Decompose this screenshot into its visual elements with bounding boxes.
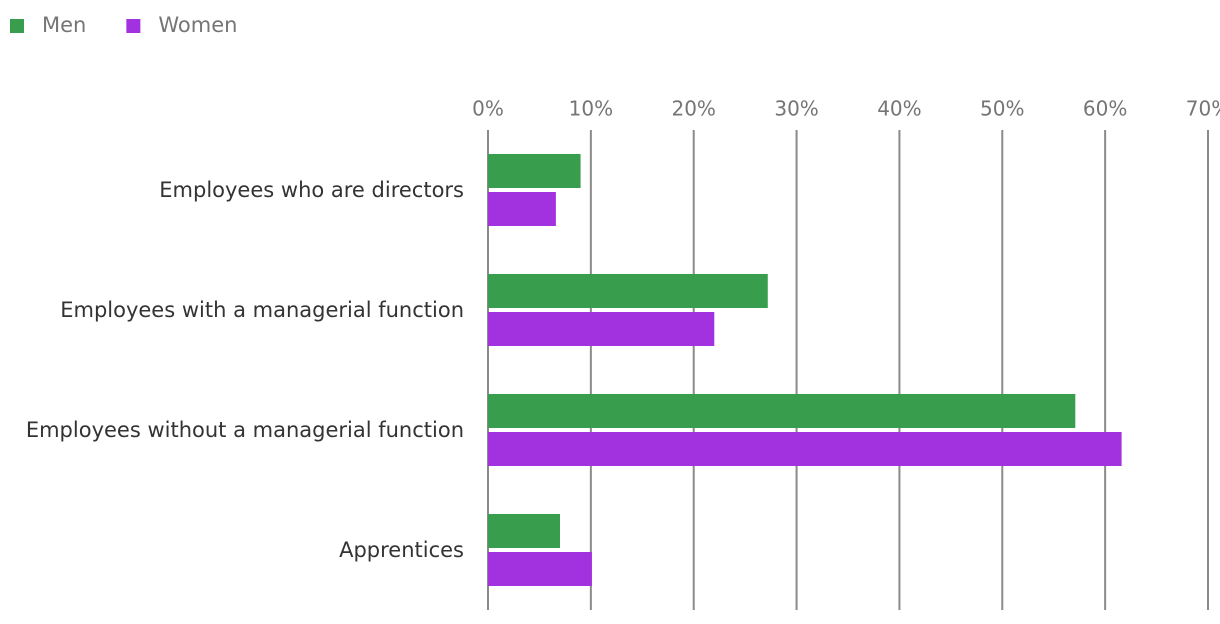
bar [488, 514, 560, 548]
bar [488, 192, 556, 226]
bar [488, 274, 768, 308]
bar [488, 552, 592, 586]
bar [488, 394, 1076, 428]
legend-label: Women [158, 13, 237, 37]
x-tick-label: 60% [1083, 97, 1127, 121]
category-label: Apprentices [339, 538, 464, 562]
x-tick-label: 50% [980, 97, 1024, 121]
x-tick-label: 20% [671, 97, 715, 121]
category-label: Employees who are directors [159, 178, 464, 202]
category-label: Employees without a managerial function [25, 418, 464, 442]
x-tick-label: 10% [569, 97, 613, 121]
bar [488, 312, 715, 346]
x-tick-label: 0% [472, 97, 504, 121]
x-tick-label: 70% [1186, 97, 1220, 121]
x-tick-label: 30% [774, 97, 818, 121]
category-label: Employees with a managerial function [60, 298, 464, 322]
bar [488, 432, 1122, 466]
legend-label: Men [42, 13, 86, 37]
bar [488, 154, 581, 188]
x-tick-label: 40% [877, 97, 921, 121]
legend-swatch [126, 19, 141, 33]
legend-swatch [10, 19, 24, 33]
